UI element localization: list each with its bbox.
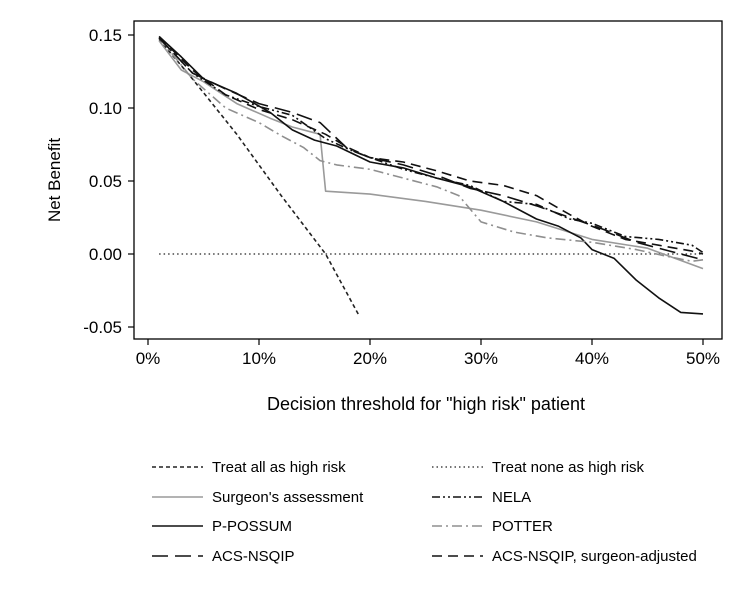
legend-label: ACS-NSQIP [212, 548, 295, 565]
y-axis: -0.05 0.00 0.05 0.10 0.15 [83, 26, 134, 337]
x-tick-label: 30% [464, 349, 498, 368]
series-line-potter [158, 37, 704, 263]
legend-label: NELA [492, 489, 531, 506]
x-tick-label: 10% [242, 349, 276, 368]
y-tick-label: 0.10 [89, 99, 122, 118]
series-lines [158, 35, 704, 316]
y-tick-label: 0.05 [89, 172, 122, 191]
y-axis-label: Net Benefit [45, 138, 64, 222]
y-tick-label: 0.15 [89, 26, 122, 45]
x-axis: 0% 10% 20% 30% 40% 50% [136, 339, 720, 368]
legend-label: Treat none as high risk [492, 459, 645, 476]
y-tick-label: -0.05 [83, 318, 122, 337]
x-tick-label: 0% [136, 349, 161, 368]
legend-label: P-POSSUM [212, 518, 292, 535]
series-line-p-possum [158, 35, 704, 315]
series-line-acs-nsqip [158, 37, 704, 261]
y-tick-label: 0.00 [89, 245, 122, 264]
series-line-treat-all-as-high-risk [158, 38, 360, 316]
plot-frame [133, 20, 723, 340]
x-tick-label: 20% [353, 349, 387, 368]
legend-label: Treat all as high risk [212, 459, 346, 476]
x-tick-label: 40% [575, 349, 609, 368]
series-line-nela [158, 37, 704, 254]
series-line-acs-nsqip-surgeon-adjusted [158, 35, 704, 255]
x-axis-label: Decision threshold for "high risk" patie… [267, 394, 585, 414]
legend-label: ACS-NSQIP, surgeon-adjusted [492, 548, 697, 565]
legend: Treat all as high risk Treat none as high… [152, 459, 697, 565]
x-tick-label: 50% [686, 349, 720, 368]
legend-label: Surgeon's assessment [212, 489, 364, 506]
legend-label: POTTER [492, 518, 553, 535]
